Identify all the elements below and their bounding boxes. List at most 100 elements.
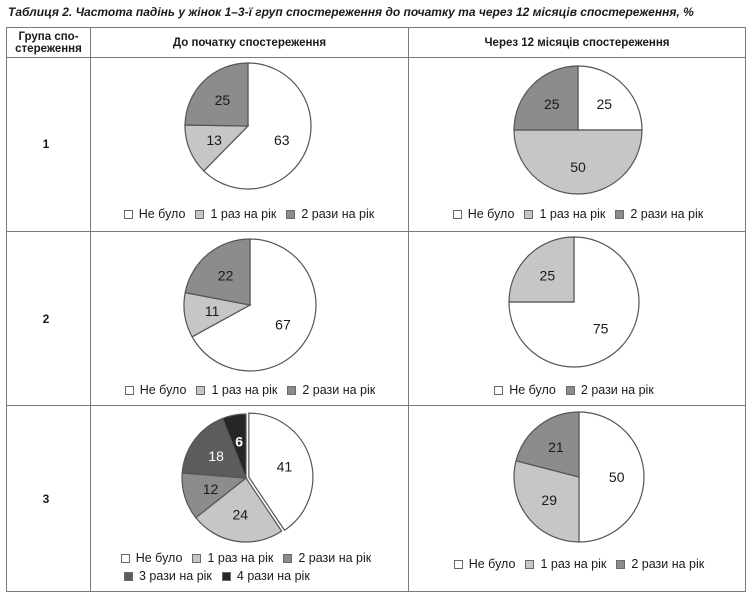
pie-panel-group3-before: 41 24 12 18 6 Не було 1 раз на рік 2 рази на рі… — [86, 406, 406, 591]
pie-legend: Не було 1 раз на рік 2 рази на рік 3 рази н… — [86, 550, 406, 586]
pie-chart: 75 25 — [508, 236, 640, 368]
pie-slice-1-раз-на-рік — [194, 477, 283, 543]
pie-data-label: 63 — [274, 132, 290, 148]
legend-item: 1 раз на рік — [525, 556, 606, 573]
grid-line — [745, 27, 746, 592]
pie-slice-2-рази-на-рік — [515, 411, 580, 478]
legend-item: Не було — [123, 206, 186, 223]
legend-item: 1 раз на рік — [195, 206, 276, 223]
pie-data-label: 21 — [548, 439, 564, 455]
pie-slice-4-рази-на-рік — [221, 413, 247, 479]
pie-legend: Не було 1 раз на рік 2 рази на рік — [89, 206, 409, 224]
row-label: 3 — [42, 492, 50, 506]
legend-label: 2 рази на рік — [301, 207, 375, 221]
legend-label: 2 рази на рік — [631, 557, 705, 571]
grid-line — [6, 57, 746, 58]
pie-slice-2-рази-на-рік — [513, 65, 579, 131]
pie-slice-2-рази-на-рік — [184, 62, 249, 127]
pie-data-label: 25 — [544, 96, 560, 112]
pie-legend: Не було 1 раз на рік 2 рази на рік — [90, 382, 410, 400]
row-label: 2 — [42, 312, 50, 326]
legend-label: 2 рази на рік — [580, 383, 654, 397]
legend-label: Не було — [509, 383, 556, 397]
legend-item: Не було — [124, 382, 187, 399]
pie-chart: 50 29 21 — [513, 411, 645, 543]
pie-slice-1-раз-на-рік — [513, 129, 643, 195]
legend-swatch — [195, 210, 205, 219]
legend-swatch — [120, 554, 130, 563]
legend-label: Не було — [467, 207, 515, 221]
legend-swatch — [565, 386, 575, 395]
legend-swatch — [494, 386, 504, 395]
pie-data-label: 12 — [203, 481, 219, 497]
legend-swatch — [287, 386, 297, 395]
legend-swatch — [453, 560, 463, 569]
pie-panel-group2-after: 75 25 Не було 2 рази на рік — [414, 232, 734, 404]
legend-swatch — [123, 210, 133, 219]
legend-label: Не було — [468, 557, 516, 571]
pie-panel-group1-before: 63 13 25 Не було 1 раз на рік 2 рази на рік — [89, 58, 409, 230]
pie-panel-group1-after: 25 50 25 Не було 1 раз на рік 2 рази на рік — [418, 58, 738, 230]
pie-chart: 67 11 22 — [183, 238, 317, 372]
pie-data-label: 41 — [277, 458, 293, 474]
pie-data-label: 25 — [215, 92, 231, 108]
legend-swatch — [286, 210, 296, 219]
grid-line — [6, 405, 746, 406]
pie-slice-Не-було — [202, 62, 312, 190]
legend-item: 1 раз на рік — [524, 206, 605, 223]
table-caption: Таблиця 2. Частота падінь у жінок 1–3-ї … — [8, 5, 694, 19]
pie-data-label: 25 — [596, 96, 612, 112]
grid-line — [408, 27, 409, 592]
legend-swatch — [192, 554, 202, 563]
legend-item: 1 раз на рік — [196, 382, 277, 399]
pie-data-label: 11 — [205, 303, 220, 319]
legend-label: Не було — [135, 551, 183, 565]
legend-item: 1 раз на рік — [192, 550, 273, 567]
pie-slice-Не-було — [577, 65, 643, 131]
pie-data-label: 50 — [609, 469, 625, 485]
pie-data-label: 13 — [206, 132, 222, 148]
legend-label: 1 раз на рік — [210, 207, 277, 221]
pie-slice-3-рази-на-рік — [181, 417, 247, 479]
legend-item: 2 рази на рік — [283, 550, 371, 567]
grid-line — [6, 231, 746, 232]
legend-swatch — [124, 386, 134, 395]
pie-data-label: 24 — [232, 507, 248, 523]
pie-legend: Не було 2 рази на рік — [414, 382, 734, 400]
legend-label: 1 раз на рік — [207, 551, 274, 565]
legend-label: Не було — [139, 383, 187, 397]
pie-data-label: 29 — [541, 492, 557, 508]
grid-line — [6, 591, 746, 592]
pie-data-label: 18 — [208, 448, 224, 464]
pie-slice-Не-було — [508, 236, 640, 368]
legend-swatch — [221, 572, 231, 581]
legend-item: 2 рази на рік — [615, 206, 703, 223]
pie-chart: 41 24 12 18 6 — [181, 412, 314, 543]
pie-slice-2-рази-на-рік — [184, 238, 251, 306]
legend-swatch — [452, 210, 462, 219]
legend-swatch — [124, 572, 133, 581]
legend-item: Не було — [452, 206, 515, 223]
legend-swatch — [615, 210, 625, 219]
pie-chart: 25 50 25 — [513, 65, 643, 195]
legend-item: 2 рази на рік — [565, 382, 654, 399]
legend-item: Не було — [120, 550, 183, 567]
pie-legend: Не було 1 раз на рік 2 рази на рік — [419, 556, 739, 574]
header-after: Через 12 місяців спостереження — [484, 36, 670, 49]
pie-chart: 63 13 25 — [184, 62, 312, 190]
legend-label: 2 рази на рік — [302, 383, 376, 397]
header-before: До початку спостереження — [172, 36, 327, 49]
legend-item: Не було — [453, 556, 516, 573]
pie-panel-group2-before: 67 11 22 Не було 1 раз на рік 2 рази на рік — [90, 232, 410, 404]
legend-label: 1 раз на рік — [539, 207, 606, 221]
legend-label: Не було — [138, 207, 186, 221]
pie-slice-Не-було — [191, 238, 317, 372]
legend-swatch — [616, 560, 626, 569]
legend-item: 4 рази на рік — [221, 568, 310, 585]
legend-swatch — [525, 560, 535, 569]
pie-data-label: 75 — [593, 321, 609, 337]
pie-legend: Не було 1 раз на рік 2 рази на рік — [418, 206, 738, 224]
legend-item: 2 рази на рік — [287, 382, 375, 399]
pie-data-label: 22 — [218, 268, 234, 284]
grid-line — [90, 27, 91, 592]
